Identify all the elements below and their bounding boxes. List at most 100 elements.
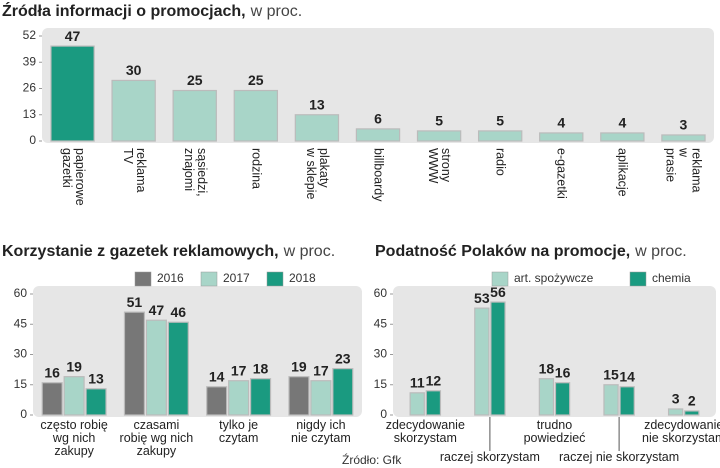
bar [50, 45, 95, 142]
value-label: 47 [149, 302, 165, 318]
value-label: 25 [187, 72, 203, 88]
bar [310, 380, 332, 416]
category-label: e-gazetki [554, 148, 569, 199]
legend-swatch [134, 271, 152, 287]
value-label: 2 [688, 393, 696, 409]
chart-title: Podatność Polaków na promocje, w proc. [375, 243, 687, 260]
value-label: 13 [88, 370, 104, 386]
value-label: 14 [619, 368, 635, 384]
category-label: trudno powiedzieć [523, 418, 586, 445]
bar [490, 301, 506, 416]
y-tick-label: 30 [14, 347, 28, 361]
category-label: sąsiedzi, znajomi [181, 148, 209, 197]
category-label: rodzina [249, 148, 264, 189]
title-text: Korzystanie z gazetek reklamowych, [2, 243, 279, 260]
category-label: często robię wg nich zakupy [40, 418, 108, 458]
value-label: 3 [680, 117, 688, 133]
category-label: tylko je czytam [218, 418, 259, 445]
bar [684, 410, 700, 416]
value-label: 19 [291, 358, 307, 374]
category-label: radio [493, 148, 508, 176]
title-text: Podatność Polaków na promocje, [375, 243, 630, 260]
bar [538, 378, 555, 416]
value-label: 56 [490, 284, 506, 300]
bar [123, 311, 146, 416]
bar [600, 132, 645, 142]
bar [41, 382, 63, 416]
category-label: aplikacje [615, 148, 630, 197]
legend-label: 2018 [289, 271, 316, 285]
bar [425, 390, 442, 416]
bar [145, 319, 167, 416]
value-label: 16 [555, 364, 571, 380]
bar [63, 376, 85, 416]
y-tick-label: 15 [14, 377, 28, 391]
y-tick-label: 0 [20, 407, 27, 421]
category-label: billboardy [371, 148, 386, 202]
bar [85, 388, 107, 416]
legend-label: 2017 [223, 271, 250, 285]
category-label: raczej skorzystam [439, 450, 540, 464]
value-label: 30 [126, 62, 142, 78]
bar [206, 386, 228, 416]
category-label: reklama TV [120, 148, 148, 193]
value-label: 51 [127, 294, 143, 310]
plot-background [393, 286, 716, 417]
y-tick-label: 45 [14, 316, 28, 330]
category-label: strony WWW [426, 148, 454, 184]
value-label: 47 [65, 28, 81, 44]
y-tick-label: 52 [23, 28, 37, 42]
legend-label: chemia [652, 271, 691, 285]
title-text: Źródła informacji o promocjach, [2, 1, 246, 20]
y-tick-label: 15 [374, 377, 388, 391]
value-label: 23 [335, 350, 351, 366]
value-label: 6 [374, 111, 382, 127]
value-label: 17 [313, 362, 329, 378]
value-label: 53 [474, 290, 490, 306]
y-tick-label: 0 [380, 407, 387, 421]
chart-title: Źródła informacji o promocjach, w proc. [2, 1, 302, 20]
source-note: Źródło: Gfk [342, 452, 402, 467]
category-label: czasami robię wg nich zakupy [119, 418, 194, 458]
y-tick-label: 26 [23, 81, 37, 95]
category-label: raczej nie skorzystam [559, 450, 680, 464]
value-label: 12 [426, 373, 442, 389]
bar [554, 382, 571, 416]
value-label: 19 [66, 358, 82, 374]
bar [603, 384, 619, 416]
legend-label: art. spożywcze [514, 271, 594, 285]
y-tick-label: 60 [374, 286, 388, 300]
value-label: 25 [248, 72, 264, 88]
value-label: 5 [435, 113, 443, 129]
value-label: 3 [672, 391, 680, 407]
bar [294, 114, 340, 142]
legend-swatch [491, 271, 509, 287]
value-label: 14 [209, 368, 225, 384]
unit-text: w proc. [634, 243, 687, 260]
category-label: reklama w prasie [663, 148, 704, 193]
bar [409, 392, 425, 416]
category-label: plakaty w sklepie [303, 148, 331, 200]
unit-text: w proc. [283, 243, 336, 260]
y-tick-label: 30 [374, 347, 388, 361]
y-tick-label: 13 [23, 107, 37, 121]
bar [111, 79, 156, 142]
bar [172, 89, 217, 142]
y-tick-label: 60 [14, 286, 28, 300]
category-label: nigdy ich nie czytam [291, 418, 351, 445]
value-label: 18 [539, 360, 555, 376]
bar [619, 386, 635, 416]
category-label: papierowe gazetki [59, 148, 87, 206]
bar [355, 128, 401, 142]
legend-label: 2016 [157, 271, 184, 285]
bar [474, 307, 490, 416]
bar [332, 368, 354, 416]
bar [167, 321, 189, 416]
y-tick-label: 45 [374, 316, 388, 330]
bar [228, 380, 250, 416]
chart-title: Korzystanie z gazetek reklamowych, w proc… [2, 243, 335, 260]
value-label: 4 [557, 115, 565, 131]
value-label: 4 [618, 115, 626, 131]
bar [539, 132, 584, 142]
